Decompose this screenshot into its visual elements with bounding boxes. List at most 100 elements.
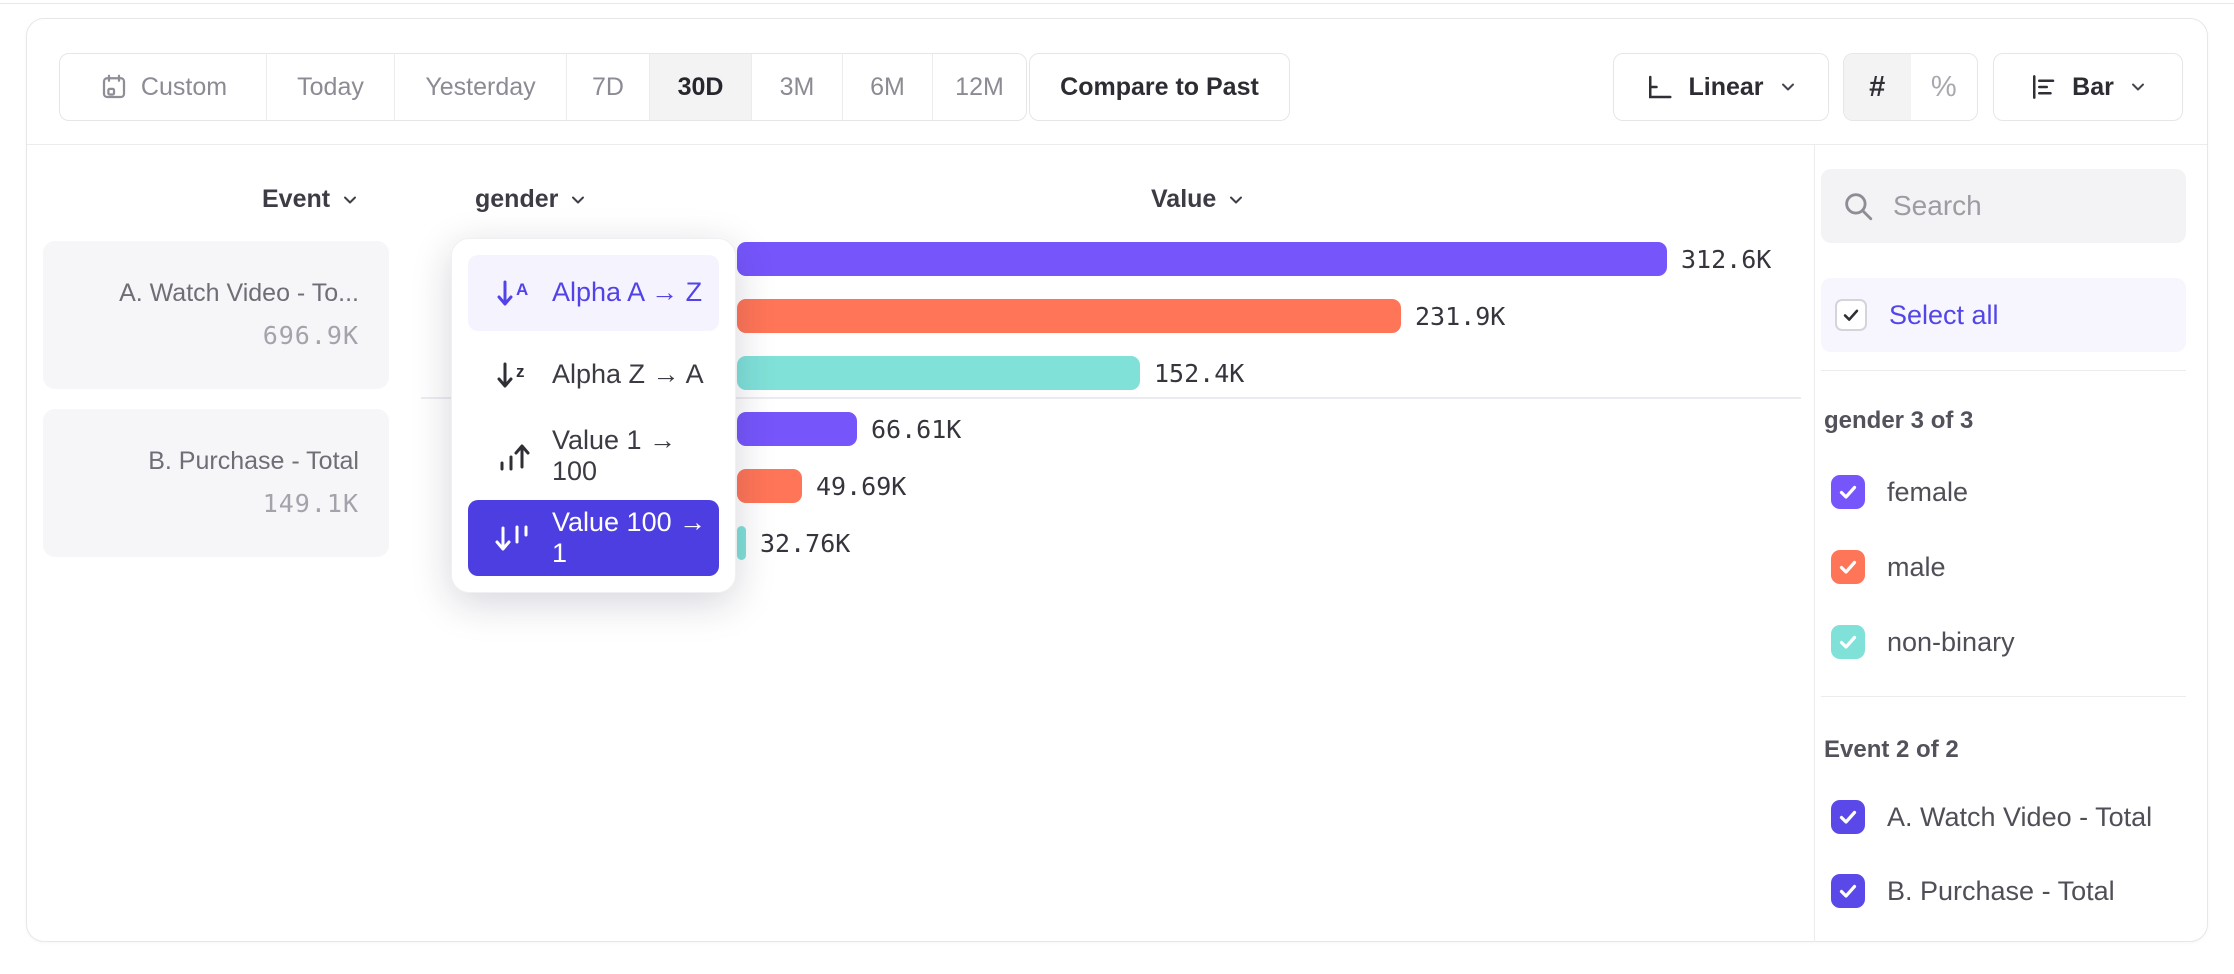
sort-option-alpha-asc[interactable]: A Alpha A → Z bbox=[468, 255, 719, 331]
event-column-label: Event bbox=[262, 185, 331, 213]
filter-option-purchase[interactable]: B. Purchase - Total bbox=[1831, 871, 2115, 911]
bar-segment[interactable] bbox=[737, 299, 1401, 333]
bar-value-label: 312.6K bbox=[1681, 244, 1772, 274]
filter-option-label: B. Purchase - Total bbox=[1887, 875, 2115, 906]
bar-non-binary[interactable]: 32.76K bbox=[737, 526, 850, 560]
chevron-down-icon bbox=[1230, 196, 1243, 203]
compare-to-past-button[interactable]: Compare to Past bbox=[1029, 53, 1290, 121]
male-checkbox[interactable] bbox=[1831, 550, 1865, 584]
purchase-checkbox[interactable] bbox=[1831, 874, 1865, 908]
watch-video-checkbox[interactable] bbox=[1831, 800, 1865, 834]
date-range-label: Yesterday bbox=[425, 72, 536, 101]
select-all-checkbox[interactable] bbox=[1835, 299, 1867, 331]
date-range-yesterday[interactable]: Yesterday bbox=[395, 54, 567, 120]
sort-option-value-desc[interactable]: Value 100 → 1 bbox=[468, 500, 719, 576]
value-column-header[interactable]: Value bbox=[1151, 185, 1246, 214]
bar-segment[interactable] bbox=[737, 412, 857, 446]
check-icon bbox=[1839, 560, 1857, 574]
date-range-today[interactable]: Today bbox=[267, 54, 395, 120]
check-icon bbox=[1839, 485, 1857, 499]
bar-value-label: 49.69K bbox=[816, 471, 907, 501]
date-range-7d[interactable]: 7D bbox=[567, 54, 650, 120]
non-binary-checkbox[interactable] bbox=[1831, 625, 1865, 659]
svg-text:A: A bbox=[516, 280, 528, 299]
chevron-down-icon bbox=[344, 196, 357, 203]
sort-option-value-asc[interactable]: Value 1 → 100 bbox=[468, 419, 719, 495]
compare-to-past-label: Compare to Past bbox=[1060, 72, 1259, 101]
value-column-label: Value bbox=[1151, 185, 1217, 213]
filter-option-female[interactable]: female bbox=[1831, 472, 1968, 512]
event-name: A. Watch Video - To... bbox=[119, 279, 359, 307]
date-range-label: 7D bbox=[592, 72, 624, 101]
search-icon bbox=[1845, 193, 1873, 221]
sidebar-section-divider bbox=[1821, 696, 2186, 697]
event-column-header[interactable]: Event bbox=[262, 185, 360, 214]
bar-male[interactable]: 49.69K bbox=[737, 469, 906, 503]
bar-segment[interactable] bbox=[737, 242, 1667, 276]
date-range-6m[interactable]: 6M bbox=[843, 54, 933, 120]
sort-option-label: Alpha A → Z bbox=[552, 277, 703, 308]
date-range-custom[interactable]: Custom bbox=[60, 54, 267, 120]
date-range-3m[interactable]: 3M bbox=[752, 54, 843, 120]
calendar-icon bbox=[102, 74, 126, 99]
bar-male[interactable]: 231.9K bbox=[737, 299, 1505, 333]
filter-option-label: non-binary bbox=[1887, 626, 2015, 657]
absolute-format-button[interactable]: # bbox=[1844, 54, 1911, 120]
filter-option-non-binary[interactable]: non-binary bbox=[1831, 622, 2015, 662]
sort-option-label: Value 1 → 100 bbox=[552, 425, 677, 487]
event-summary-card[interactable]: B. Purchase - Total 149.1K bbox=[43, 409, 389, 557]
chevron-down-icon bbox=[572, 196, 585, 203]
hash-icon: # bbox=[1869, 70, 1886, 103]
date-range-label: 12M bbox=[955, 72, 1004, 101]
select-all-label: Select all bbox=[1889, 299, 1999, 330]
filter-option-male[interactable]: male bbox=[1831, 547, 1946, 587]
bar-value-label: 66.61K bbox=[871, 414, 962, 444]
page-top-divider bbox=[0, 3, 2234, 4]
bar-female[interactable]: 312.6K bbox=[737, 242, 1771, 276]
bar-segment[interactable] bbox=[737, 356, 1140, 390]
date-range-label: 3M bbox=[779, 72, 815, 101]
search-input[interactable] bbox=[1893, 190, 2234, 222]
date-range-30d[interactable]: 30D bbox=[650, 54, 752, 120]
filter-option-watch-video[interactable]: A. Watch Video - Total bbox=[1831, 797, 2152, 837]
select-all-row[interactable]: Select all bbox=[1821, 278, 2186, 352]
filter-option-label: male bbox=[1887, 551, 1946, 582]
check-icon bbox=[1839, 635, 1857, 649]
bar-chart-icon bbox=[2033, 75, 2055, 99]
event-summary-card[interactable]: A. Watch Video - To... 696.9K bbox=[43, 241, 389, 389]
female-checkbox[interactable] bbox=[1831, 475, 1865, 509]
filter-option-label: A. Watch Video - Total bbox=[1887, 801, 2153, 832]
date-range-12m[interactable]: 12M bbox=[933, 54, 1026, 120]
sidebar-section-divider bbox=[1821, 370, 2186, 371]
sort-option-label: Value 100 → 1 bbox=[552, 507, 707, 569]
bar-non-binary[interactable]: 152.4K bbox=[737, 356, 1244, 390]
bar-segment[interactable] bbox=[737, 526, 746, 560]
sort-value-descending-icon bbox=[495, 525, 528, 551]
event-total-value: 149.1K bbox=[262, 489, 359, 518]
svg-text:z: z bbox=[516, 362, 525, 381]
sort-option-alpha-desc[interactable]: z Alpha Z → A bbox=[468, 337, 719, 413]
event-name: B. Purchase - Total bbox=[148, 447, 359, 475]
sort-alpha-ascending-icon: A bbox=[497, 280, 528, 306]
event-section-header: Event 2 of 2 bbox=[1824, 736, 1959, 763]
scale-selector-label: Linear bbox=[1688, 72, 1764, 101]
scale-selector-dropdown[interactable]: Linear bbox=[1613, 53, 1829, 121]
toolbar-divider bbox=[27, 144, 2207, 145]
date-range-label: Today bbox=[297, 72, 364, 101]
percent-format-button[interactable]: % bbox=[1911, 54, 1978, 120]
sort-menu: A Alpha A → Z z Alpha Z → A Value 1 → 10… bbox=[451, 238, 736, 593]
sidebar-search bbox=[1821, 169, 2234, 243]
bar-value-label: 32.76K bbox=[760, 528, 851, 558]
breakdown-column-header[interactable]: gender bbox=[475, 185, 588, 214]
bar-value-label: 231.9K bbox=[1415, 301, 1506, 331]
bar-female[interactable]: 66.61K bbox=[737, 412, 961, 446]
check-icon bbox=[1839, 810, 1857, 824]
breakdown-column-label: gender bbox=[475, 185, 559, 213]
event-group-divider bbox=[421, 397, 1801, 399]
axis-scale-icon bbox=[1649, 75, 1672, 99]
chart-type-dropdown[interactable]: Bar bbox=[1993, 53, 2183, 121]
filter-option-label: female bbox=[1887, 476, 1969, 507]
date-range-label: Custom bbox=[140, 72, 228, 101]
date-range-picker: Custom Today Yesterday 7D 30D 3M 6M 12M bbox=[59, 53, 1027, 121]
bar-segment[interactable] bbox=[737, 469, 802, 503]
